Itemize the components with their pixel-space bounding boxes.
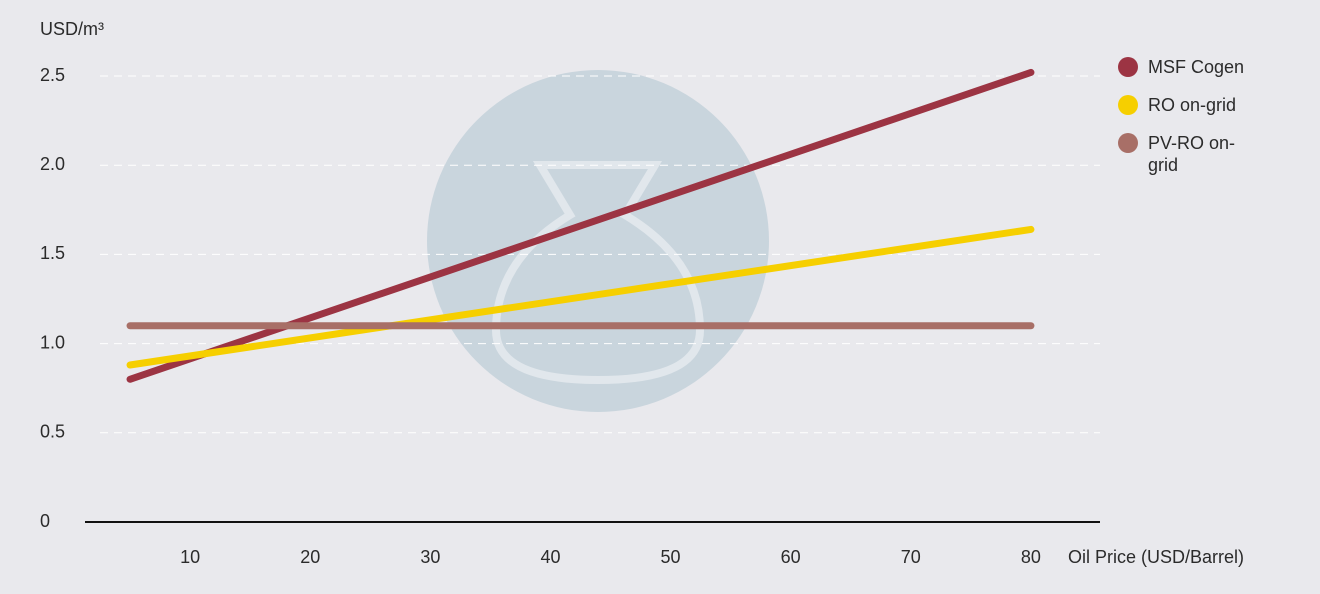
y-axis-label: USD/m³ <box>40 19 104 39</box>
legend-swatch <box>1118 57 1138 77</box>
x-tick-label: 50 <box>661 547 681 567</box>
x-tick-label: 40 <box>540 547 560 567</box>
watermark-bag <box>491 161 705 385</box>
x-tick-label: 30 <box>420 547 440 567</box>
legend: MSF Cogen RO on-grid PV-RO on-grid <box>1118 56 1248 192</box>
y-tick-label: 0.5 <box>40 422 65 442</box>
legend-label: PV-RO on-grid <box>1148 133 1236 175</box>
watermark-icon <box>427 70 769 412</box>
legend-swatch <box>1118 95 1138 115</box>
y-tick-label: 2.0 <box>40 154 65 174</box>
legend-swatch <box>1118 133 1138 153</box>
legend-label: MSF Cogen <box>1148 57 1245 77</box>
legend-label: RO on-grid <box>1148 95 1237 115</box>
series-line <box>126 225 1035 369</box>
y-tick-label: 0 <box>40 511 50 531</box>
legend-item: MSF Cogen <box>1118 56 1248 78</box>
x-tick-label: 80 <box>1021 547 1041 567</box>
x-tick-label: 10 <box>180 547 200 567</box>
y-tick-label: 2.5 <box>40 65 65 85</box>
x-tick-label: 60 <box>781 547 801 567</box>
x-tick-label: 20 <box>300 547 320 567</box>
y-tick-label: 1.0 <box>40 332 65 352</box>
x-tick-label: 70 <box>901 547 921 567</box>
x-axis-label: Oil Price (USD/Barrel) <box>1068 547 1244 567</box>
legend-item: RO on-grid <box>1118 94 1248 116</box>
legend-item: PV-RO on-grid <box>1118 132 1248 176</box>
y-tick-label: 1.5 <box>40 243 65 263</box>
